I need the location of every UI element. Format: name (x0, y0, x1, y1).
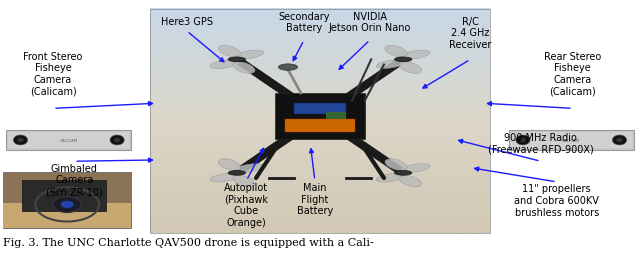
Ellipse shape (616, 138, 623, 142)
Ellipse shape (228, 57, 246, 62)
Ellipse shape (13, 135, 28, 145)
Bar (511, 132, 632, 148)
Ellipse shape (376, 60, 405, 69)
Ellipse shape (235, 50, 264, 59)
Ellipse shape (233, 175, 255, 187)
Bar (285, 119, 355, 132)
Text: CALICAM: CALICAM (562, 139, 580, 143)
Ellipse shape (399, 62, 422, 74)
Ellipse shape (394, 171, 412, 175)
Text: 900 MHz Radio
(Freewave RFD-900X): 900 MHz Radio (Freewave RFD-900X) (488, 133, 594, 155)
Text: CALICAM: CALICAM (60, 139, 78, 143)
Bar (3, 203, 131, 228)
Bar (294, 103, 346, 114)
Ellipse shape (401, 50, 430, 59)
Text: 11" propellers
and Cobra 600KV
brushless motors: 11" propellers and Cobra 600KV brushless… (515, 184, 599, 218)
Ellipse shape (376, 173, 405, 182)
Ellipse shape (53, 197, 81, 212)
Ellipse shape (385, 45, 407, 57)
Ellipse shape (401, 164, 430, 173)
Bar (6, 130, 131, 150)
Ellipse shape (394, 57, 412, 62)
Text: Fig. 3. The UNC Charlotte QAV500 drone is equipped with a Cali-: Fig. 3. The UNC Charlotte QAV500 drone i… (3, 238, 374, 248)
Ellipse shape (114, 138, 120, 142)
Bar (326, 112, 346, 119)
Ellipse shape (612, 135, 627, 145)
Ellipse shape (233, 62, 255, 74)
Bar (22, 180, 106, 211)
Text: Here3 GPS: Here3 GPS (161, 17, 213, 27)
Text: Gimbaled
Camera
(SiYi ZR-10): Gimbaled Camera (SiYi ZR-10) (46, 164, 102, 197)
Ellipse shape (520, 138, 526, 142)
Ellipse shape (218, 159, 241, 171)
Ellipse shape (17, 138, 24, 142)
Ellipse shape (110, 135, 124, 145)
Text: Main
Flight
Battery: Main Flight Battery (297, 183, 333, 216)
Ellipse shape (235, 164, 264, 173)
Ellipse shape (210, 60, 239, 69)
Ellipse shape (278, 64, 298, 70)
Bar (3, 172, 131, 228)
Ellipse shape (218, 45, 241, 57)
Ellipse shape (61, 201, 74, 208)
Text: NVIDIA
Jetson Orin Nano: NVIDIA Jetson Orin Nano (329, 12, 411, 33)
Bar (150, 9, 490, 233)
Text: Secondary
Battery: Secondary Battery (278, 12, 330, 33)
Text: Front Stereo
Fisheye
Camera
(Calicam): Front Stereo Fisheye Camera (Calicam) (24, 52, 83, 96)
Ellipse shape (399, 175, 422, 187)
Ellipse shape (385, 159, 407, 171)
Bar (8, 132, 129, 148)
Text: R/C
2.4 GHz
Receiver: R/C 2.4 GHz Receiver (449, 17, 492, 50)
Ellipse shape (228, 171, 246, 175)
Bar (509, 130, 634, 150)
Bar (275, 93, 365, 139)
Text: Rear Stereo
Fisheye
Camera
(Calicam): Rear Stereo Fisheye Camera (Calicam) (544, 52, 602, 96)
Ellipse shape (210, 173, 239, 182)
Ellipse shape (516, 135, 530, 145)
Text: Autopilot
(Pixhawk
Cube
Orange): Autopilot (Pixhawk Cube Orange) (225, 183, 268, 228)
